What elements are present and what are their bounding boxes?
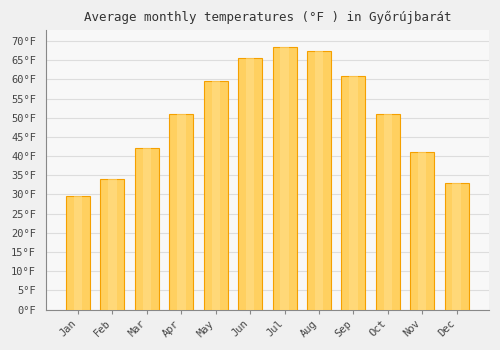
Bar [315,51,323,309]
Bar [384,114,392,309]
Bar [238,58,262,309]
Bar [410,152,434,309]
Bar [452,183,461,309]
Bar [142,148,151,309]
Bar [212,81,220,309]
Bar [349,76,358,309]
Bar [108,179,116,309]
Bar [204,81,228,309]
Bar [177,114,186,309]
Bar [66,196,90,309]
Bar [342,76,365,309]
Bar [280,47,289,309]
Bar [307,51,331,309]
Title: Average monthly temperatures (°F ) in Győrújbarát: Average monthly temperatures (°F ) in Gy… [84,11,451,24]
Bar [272,47,296,309]
Bar [100,179,124,309]
Bar [246,58,254,309]
Bar [74,196,82,309]
Bar [135,148,159,309]
Bar [444,183,469,309]
Bar [376,114,400,309]
Bar [169,114,194,309]
Bar [418,152,426,309]
